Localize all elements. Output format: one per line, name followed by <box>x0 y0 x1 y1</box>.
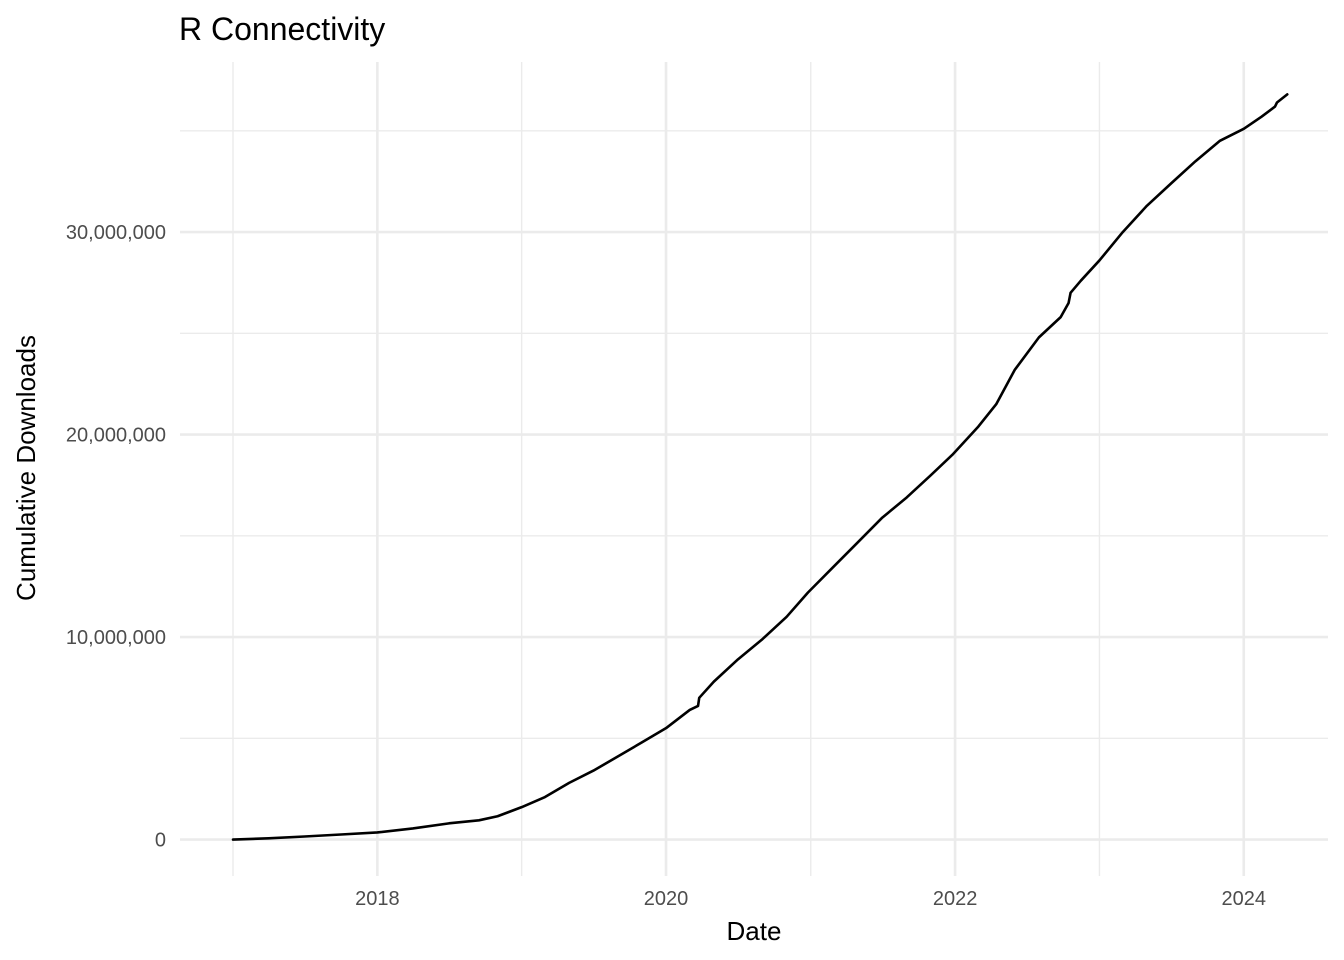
x-tick-label: 2022 <box>933 888 978 910</box>
y-axis-title: Cumulative Downloads <box>11 335 41 601</box>
x-axis-title: Date <box>727 916 782 946</box>
y-tick-label: 10,000,000 <box>66 627 166 649</box>
y-tick-label: 20,000,000 <box>66 425 166 447</box>
minor-gridlines <box>180 62 1328 876</box>
tick-labels: 2018 2020 2022 2024 0 10,000,000 20,000,000 30,… <box>66 222 1266 910</box>
y-tick-label: 0 <box>155 830 166 852</box>
x-tick-label: 2020 <box>644 888 689 910</box>
x-tick-label: 2024 <box>1222 888 1267 910</box>
series-line <box>231 93 1289 841</box>
series-layer <box>231 93 1289 841</box>
major-gridlines <box>180 62 1328 876</box>
chart-title: R Connectivity <box>179 11 385 47</box>
x-tick-label: 2018 <box>355 888 400 910</box>
y-tick-label: 30,000,000 <box>66 222 166 244</box>
